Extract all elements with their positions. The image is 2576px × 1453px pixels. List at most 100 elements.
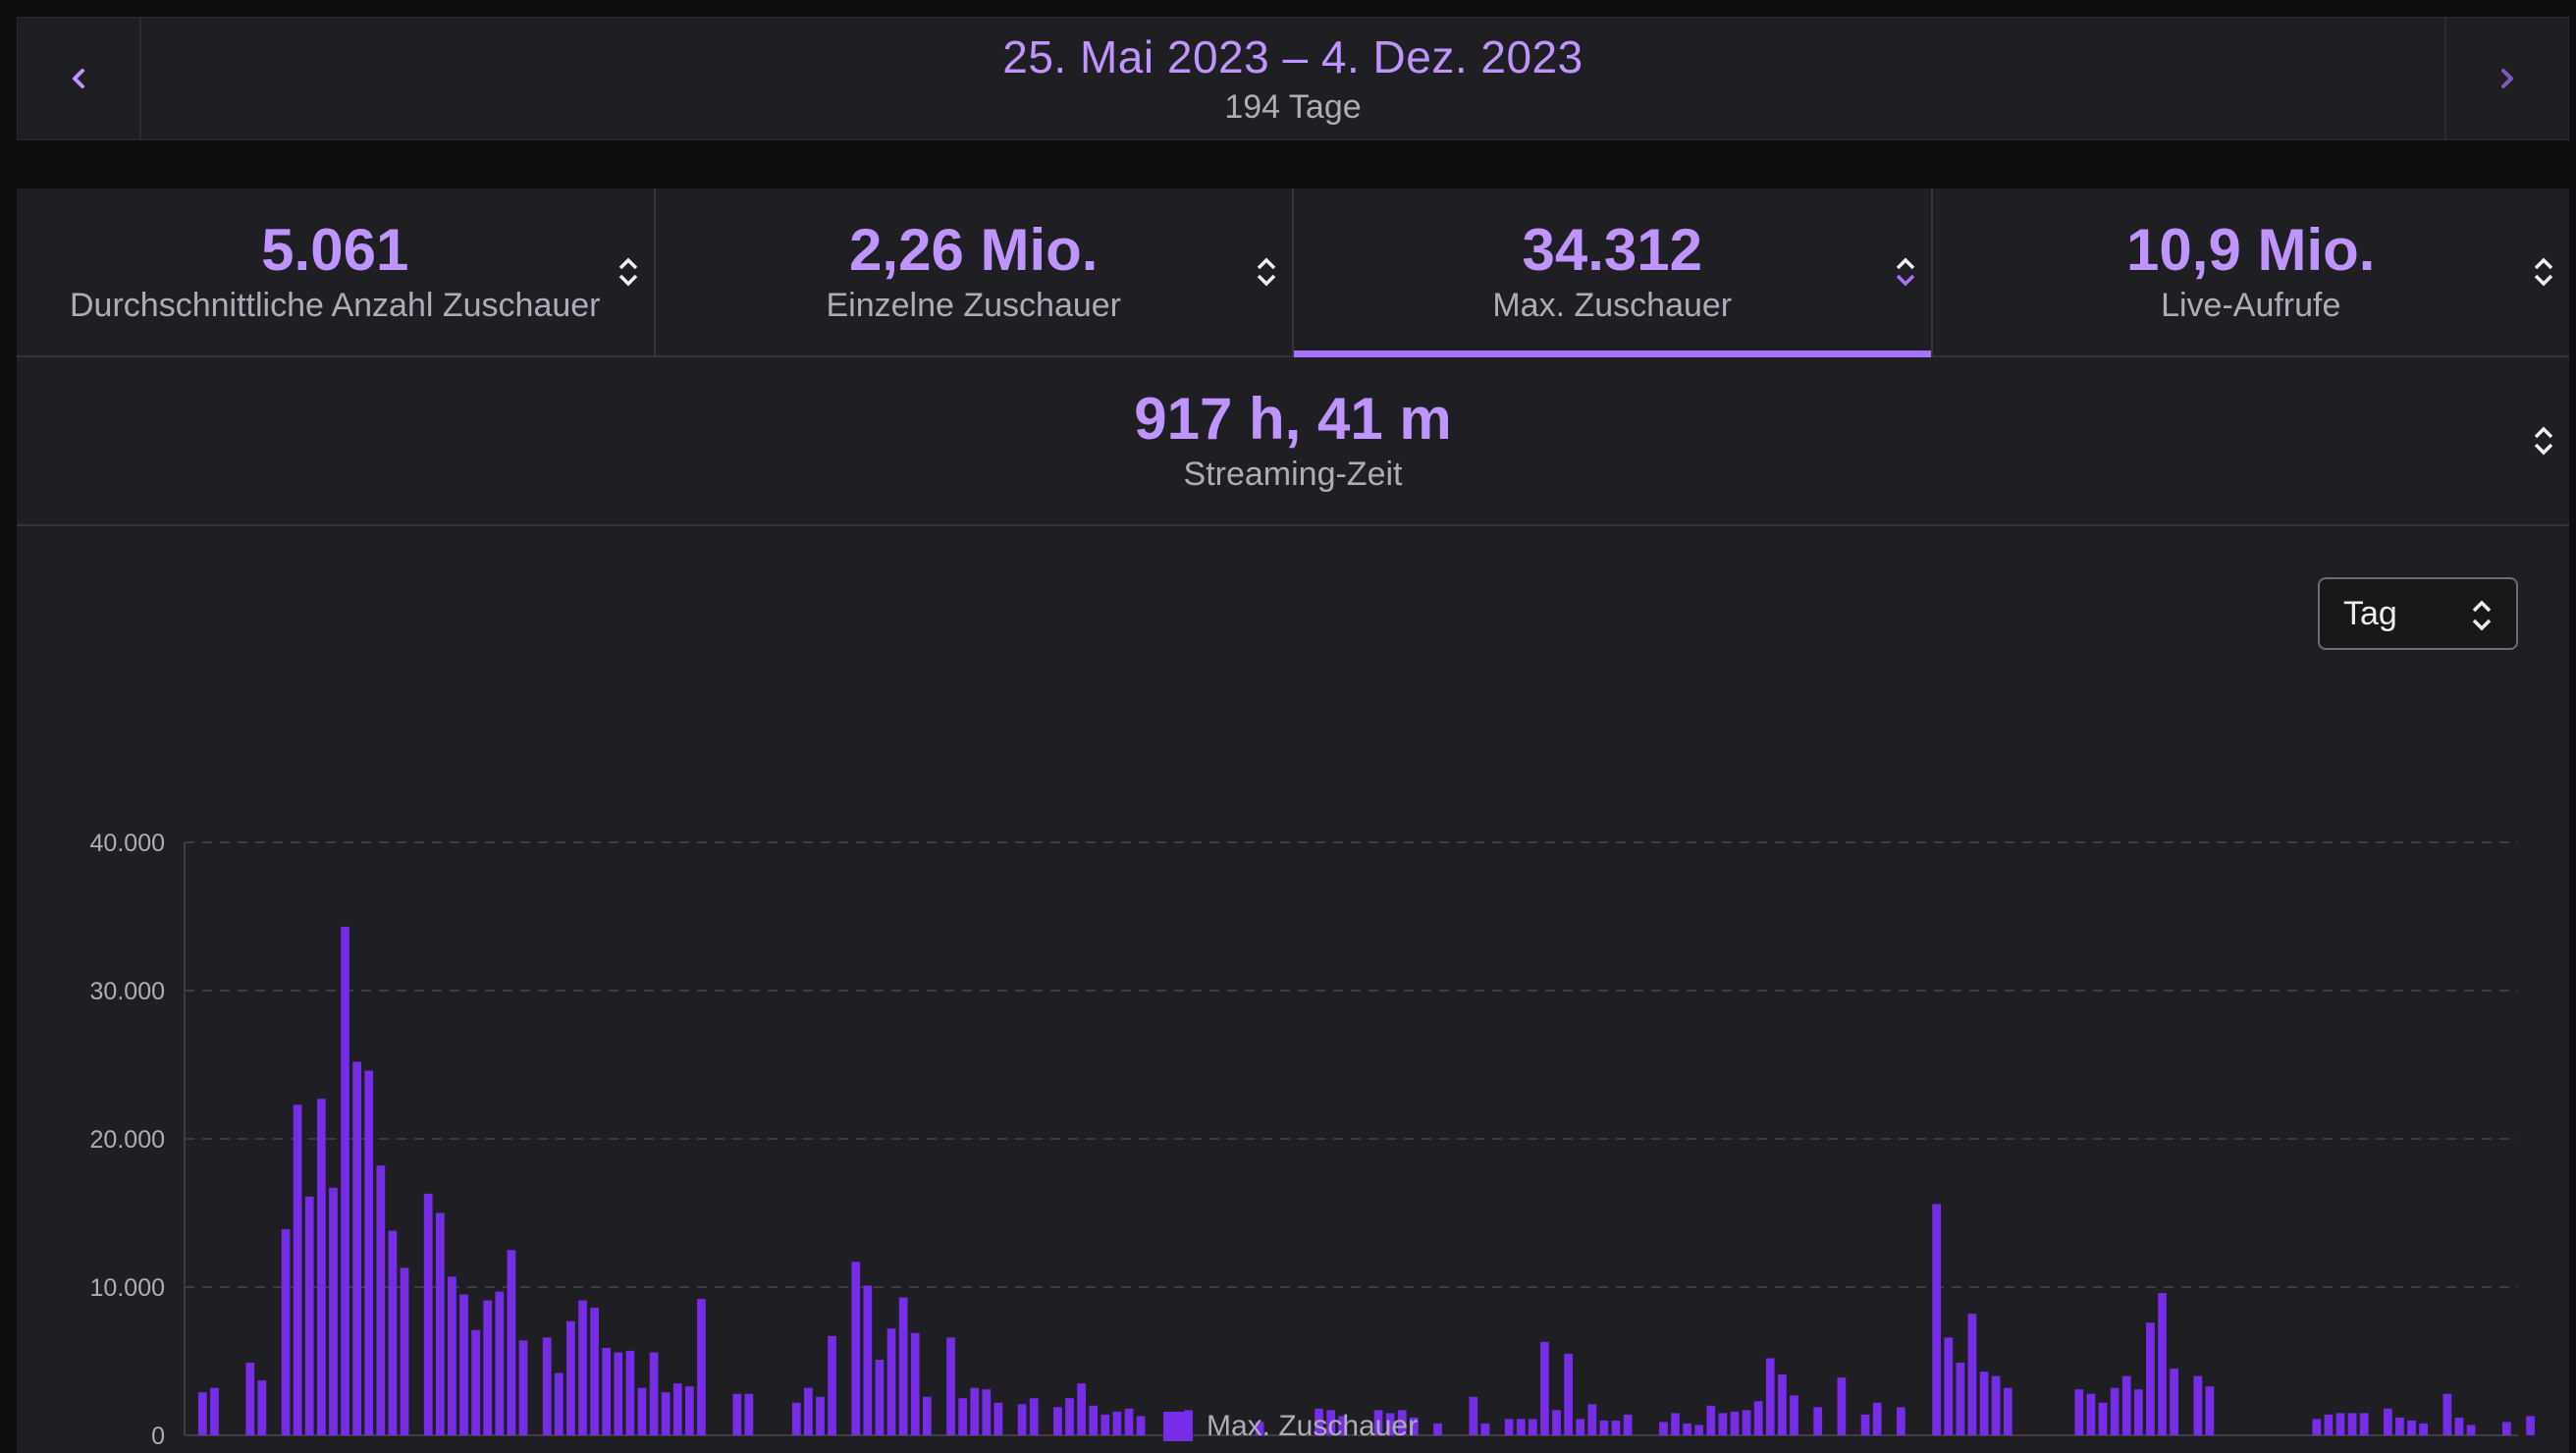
sort-icon bbox=[618, 257, 637, 287]
bar bbox=[435, 1212, 445, 1435]
bar bbox=[898, 1297, 908, 1435]
bar bbox=[2454, 1417, 2464, 1435]
bar bbox=[1552, 1410, 1561, 1435]
next-period-button[interactable] bbox=[2444, 18, 2568, 139]
bar bbox=[542, 1337, 552, 1435]
bar bbox=[2466, 1425, 2476, 1435]
bar bbox=[1136, 1416, 1146, 1435]
bar bbox=[946, 1337, 955, 1435]
bar bbox=[554, 1372, 564, 1435]
bar bbox=[1397, 1410, 1407, 1435]
bar bbox=[471, 1329, 480, 1435]
bar bbox=[388, 1230, 398, 1435]
stat-tab-max-viewers[interactable]: 34.312 Max. Zuschauer bbox=[1294, 188, 1933, 357]
bar bbox=[341, 926, 349, 1435]
bar bbox=[1730, 1411, 1740, 1435]
bar bbox=[958, 1398, 967, 1435]
bar bbox=[1753, 1401, 1763, 1435]
stat-tab-streaming-time[interactable]: 917 h, 41 m Streaming-Zeit bbox=[17, 357, 2569, 524]
bar bbox=[2170, 1369, 2178, 1435]
stat-tab-unique-viewers[interactable]: 2,26 Mio. Einzelne Zuschauer bbox=[656, 188, 1294, 355]
bar bbox=[1956, 1363, 1965, 1435]
bar bbox=[2419, 1423, 2429, 1435]
bar bbox=[257, 1380, 267, 1435]
bar bbox=[2003, 1387, 2012, 1435]
y-tick-label: 30.000 bbox=[90, 978, 165, 1005]
y-tick-label: 10.000 bbox=[90, 1274, 165, 1302]
bar bbox=[304, 1196, 314, 1435]
bar bbox=[2335, 1413, 2345, 1435]
bar bbox=[2146, 1322, 2155, 1435]
bar bbox=[1742, 1410, 1751, 1435]
bar bbox=[922, 1396, 932, 1435]
bar bbox=[1611, 1420, 1621, 1435]
bar bbox=[2074, 1389, 2084, 1435]
y-tick-label: 20.000 bbox=[90, 1126, 165, 1154]
bar bbox=[1504, 1419, 1514, 1435]
chevron-right-icon bbox=[2501, 69, 2513, 88]
granularity-selected-value: Tag bbox=[2343, 594, 2397, 632]
y-tick-label: 0 bbox=[151, 1423, 165, 1450]
bar bbox=[1790, 1395, 1798, 1435]
chart-legend: Max. Zuschauer bbox=[1163, 1410, 1418, 1443]
bar bbox=[2347, 1413, 2357, 1435]
bar bbox=[649, 1352, 659, 1435]
bar bbox=[1469, 1396, 1478, 1435]
bar bbox=[1967, 1314, 1977, 1435]
sort-icon bbox=[1257, 257, 1276, 287]
bar bbox=[198, 1392, 207, 1435]
bar bbox=[483, 1300, 493, 1435]
stat-tab-average-viewers[interactable]: 5.061 Durchschnittliche Anzahl Zuschauer bbox=[17, 188, 656, 355]
bar bbox=[875, 1359, 885, 1435]
bar bbox=[637, 1387, 647, 1435]
bar bbox=[982, 1389, 992, 1435]
stat-label: Durchschnittliche Anzahl Zuschauer bbox=[70, 287, 601, 324]
stat-value: 5.061 bbox=[261, 217, 409, 283]
bar bbox=[566, 1320, 575, 1435]
stat-value: 2,26 Mio. bbox=[849, 217, 1099, 283]
bar bbox=[1897, 1407, 1905, 1435]
select-chevrons-icon bbox=[2472, 600, 2492, 631]
bar bbox=[1694, 1425, 1704, 1435]
bar bbox=[1100, 1414, 1110, 1435]
bar bbox=[910, 1332, 920, 1435]
bar bbox=[281, 1229, 291, 1435]
bar bbox=[316, 1099, 326, 1435]
bar bbox=[1860, 1414, 1870, 1435]
bar bbox=[614, 1352, 623, 1435]
date-range-text: 25. Mai 2023 – 4. Dez. 2023 bbox=[1002, 31, 1583, 82]
bar bbox=[590, 1308, 599, 1435]
bar bbox=[1480, 1423, 1490, 1435]
previous-period-button[interactable] bbox=[18, 18, 141, 139]
stat-label: Streaming-Zeit bbox=[1183, 456, 1403, 493]
bar bbox=[1089, 1405, 1099, 1435]
legend-swatch bbox=[1163, 1412, 1193, 1441]
bar bbox=[495, 1291, 505, 1435]
bar bbox=[1813, 1407, 1823, 1435]
bar bbox=[2407, 1420, 2416, 1435]
stats-panel: 5.061 Durchschnittliche Anzahl Zuschauer… bbox=[17, 188, 2569, 1453]
stat-value: 34.312 bbox=[1522, 217, 1702, 283]
bar bbox=[1065, 1398, 1074, 1435]
bar bbox=[863, 1285, 873, 1435]
bar bbox=[2098, 1402, 2108, 1435]
bar bbox=[1765, 1358, 1775, 1435]
bar bbox=[1837, 1377, 1847, 1435]
bar bbox=[1029, 1398, 1039, 1435]
stat-tab-live-views[interactable]: 10,9 Mio. Live-Aufrufe bbox=[1933, 188, 2570, 355]
bar bbox=[602, 1347, 612, 1435]
bar bbox=[1540, 1341, 1549, 1435]
bar bbox=[578, 1300, 587, 1435]
bar bbox=[1124, 1408, 1134, 1435]
granularity-select[interactable]: Tag bbox=[2318, 577, 2518, 650]
bar bbox=[1706, 1405, 1716, 1435]
day-count-text: 194 Tage bbox=[1224, 88, 1362, 126]
bar bbox=[364, 1070, 374, 1435]
bar bbox=[518, 1340, 528, 1435]
bar bbox=[2526, 1416, 2535, 1435]
bar bbox=[1017, 1404, 1027, 1435]
bar bbox=[816, 1396, 825, 1435]
bar bbox=[2324, 1414, 2334, 1435]
bar bbox=[1433, 1423, 1442, 1435]
